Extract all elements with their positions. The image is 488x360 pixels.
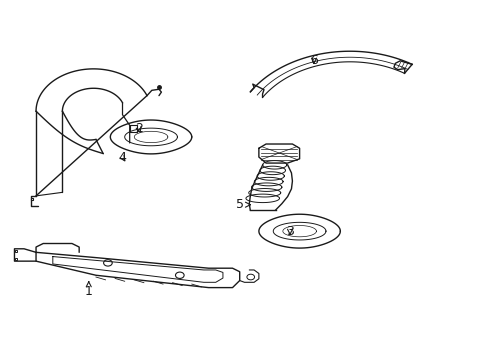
Polygon shape [36,252,239,288]
Polygon shape [53,257,223,282]
Text: 2: 2 [135,122,142,135]
Polygon shape [258,214,340,248]
Text: 4: 4 [118,150,126,163]
Text: 6: 6 [309,54,317,67]
Text: 1: 1 [84,282,93,298]
Text: 3: 3 [285,225,293,238]
Text: 5: 5 [235,198,250,211]
Polygon shape [110,120,191,154]
Polygon shape [258,144,299,163]
